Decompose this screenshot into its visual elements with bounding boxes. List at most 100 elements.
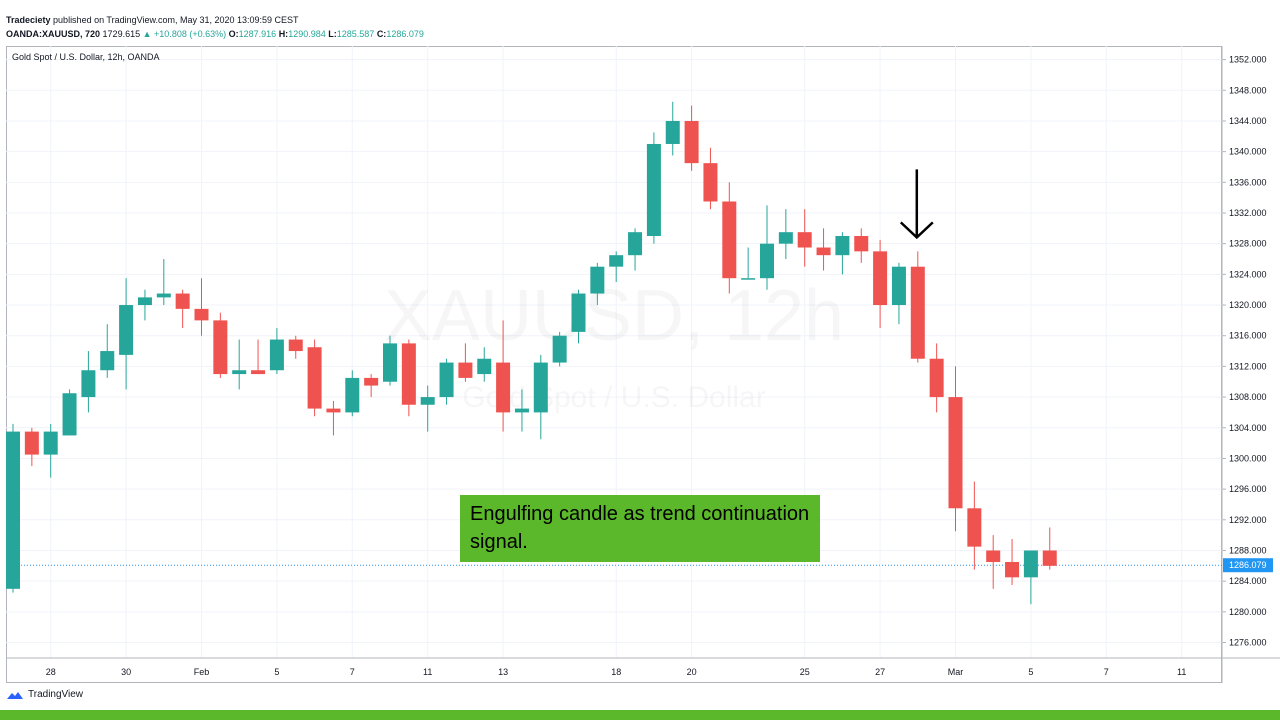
publisher-name[interactable]: Tradeciety [6,15,51,25]
change-value: +10.808 (+0.63%) [154,29,227,39]
candle-body [665,120,680,144]
time-tick-label: 25 [800,667,810,677]
candle-body [891,266,906,306]
time-tick-label: 27 [875,667,885,677]
time-tick-label: 20 [687,667,697,677]
price-tick-label: 1312.000 [1229,361,1267,371]
current-price-label: 1286.079 [1229,560,1267,570]
candle-body [778,232,793,244]
close-label: C: [376,29,387,39]
candle-body [760,243,774,279]
candle-body [854,236,869,252]
low-value: 1285.587 [336,29,375,39]
price-tick-label: 1292.000 [1229,515,1267,525]
candle-body [100,351,115,371]
candle-body [81,370,96,398]
candle-body [835,236,850,256]
low-label: L: [328,29,337,39]
high-label: H: [278,29,289,39]
time-tick-label: Mar [948,667,964,677]
open-value: 1287.916 [238,29,277,39]
open-label: O: [228,29,239,39]
time-tick-label: 11 [423,667,432,677]
time-tick-label: Feb [194,667,210,677]
price-tick-label: 1288.000 [1229,545,1267,555]
tradingview-logo-icon [7,691,23,699]
price-tick-label: 1296.000 [1229,484,1267,494]
last-price: 1729.615 [102,29,141,39]
price-tick-label: 1280.000 [1229,607,1267,617]
candle-body [194,308,209,321]
candle-body [232,370,247,375]
price-tick-label: 1300.000 [1229,453,1267,463]
candle-body [43,431,58,455]
candle-body [175,293,190,309]
time-tick-label: 7 [1104,667,1109,677]
change-arrow-icon: ▲ [142,29,152,39]
candle-body [269,339,284,371]
publish-line: Tradeciety published on TradingView.com,… [6,13,424,27]
candle-body [816,247,831,256]
ohlc-line: OANDA:XAUUSD, 720 1729.615 ▲ +10.808 (+0… [6,27,424,41]
candle-body [364,377,379,386]
price-tick-label: 1324.000 [1229,269,1267,279]
price-tick-label: 1304.000 [1229,423,1267,433]
price-tick-label: 1348.000 [1229,85,1267,95]
candle-body [383,343,397,382]
published-text: published on TradingView.com, May 31, 20… [53,15,299,25]
time-tick-label: 30 [121,667,131,677]
candle-body [910,266,925,359]
price-tick-label: 1340.000 [1229,147,1267,157]
candle-body [703,163,718,202]
chart-header: Tradeciety published on TradingView.com,… [6,13,424,41]
price-tick-label: 1344.000 [1229,116,1267,126]
time-tick-label: 11 [1177,667,1186,677]
price-tick-label: 1332.000 [1229,208,1267,218]
price-tick-label: 1284.000 [1229,576,1267,586]
pane-title: Gold Spot / U.S. Dollar, 12h, OANDA [12,52,160,62]
candle-body [119,305,134,355]
candle-body [514,408,529,413]
price-tick-label: 1328.000 [1229,239,1267,249]
candle-body [741,278,756,280]
candle-body [722,201,737,279]
price-tick-label: 1352.000 [1229,55,1267,65]
candle-body [646,143,661,237]
candle-body [628,232,643,256]
watermark-name: Gold Spot / U.S. Dollar [462,381,765,414]
candle-body [684,120,699,164]
price-tick-label: 1316.000 [1229,331,1267,341]
candle-body [533,362,548,413]
candle-body [1005,561,1020,578]
candle-body [571,293,586,332]
candle-body [401,343,416,405]
candle-body [929,358,944,398]
brand-label: TradingView [28,689,84,700]
candle-body [6,431,20,589]
time-tick-label: 28 [46,667,56,677]
candle-body [326,408,341,413]
price-tick-label: 1320.000 [1229,300,1267,310]
candle-body [873,251,888,306]
candle-body [552,335,567,363]
candle-body [439,362,454,398]
symbol-label: OANDA:XAUUSD, 720 [6,29,101,39]
candle-body [213,320,228,375]
candle-body [967,508,982,547]
watermark-symbol: XAUUSD, 12h [384,276,844,356]
candle-body [609,255,624,267]
candle-body [345,377,360,413]
tradingview-brand[interactable]: TradingView [6,689,83,700]
candle-body [477,358,492,375]
close-value: 1286.079 [386,29,424,39]
candle-body [251,370,266,375]
candle-body [948,397,963,509]
price-tick-label: 1276.000 [1229,638,1267,648]
candle-body [496,362,511,413]
candle-body [797,232,812,248]
high-value: 1290.984 [288,29,326,39]
time-tick-label: 5 [1028,667,1033,677]
candle-body [137,297,152,306]
candle-body [590,266,605,294]
